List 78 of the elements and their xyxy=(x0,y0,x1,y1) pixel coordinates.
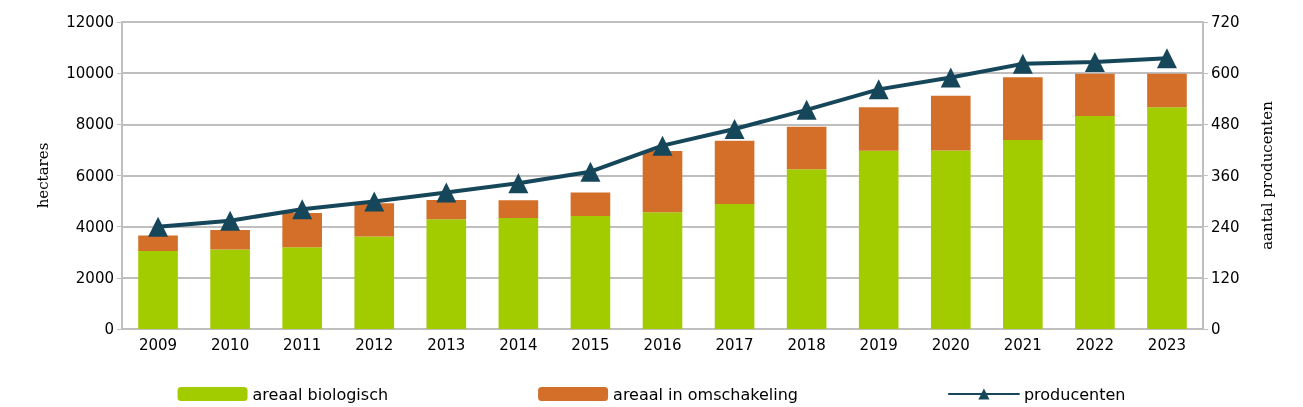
x-tick-label: 2015 xyxy=(571,335,610,354)
y-tick-label: 6000 xyxy=(75,166,114,185)
bar xyxy=(1075,115,1115,329)
bar xyxy=(570,192,611,216)
bar xyxy=(786,169,827,329)
bar xyxy=(1075,73,1115,116)
x-tick-label: 2012 xyxy=(355,335,394,354)
y2-tick-label: 240 xyxy=(1211,217,1240,236)
x-tick-label: 2018 xyxy=(787,335,826,354)
y2-tick-label: 600 xyxy=(1211,64,1240,83)
y-axis-title: hectares xyxy=(33,142,52,209)
legend-label: areaal biologisch xyxy=(252,384,389,404)
y2-axis-title: aantal producenten xyxy=(1257,100,1276,250)
bar xyxy=(642,150,683,213)
bar xyxy=(354,236,395,329)
bar xyxy=(858,107,899,151)
y-tick-label: 12000 xyxy=(66,13,114,31)
bar xyxy=(282,247,322,329)
y2-tick-label: 0 xyxy=(1211,320,1221,338)
point xyxy=(436,182,457,203)
y-tick-label: 2000 xyxy=(75,268,114,287)
x-tick-label: 2023 xyxy=(1147,335,1187,354)
x-tick-label: 2019 xyxy=(859,335,898,354)
point xyxy=(220,210,241,231)
x-tick-label: 2011 xyxy=(283,335,322,354)
legend-label: producenten xyxy=(1023,384,1126,404)
point xyxy=(1156,48,1177,69)
point xyxy=(796,99,817,120)
y2-tick-label: 480 xyxy=(1211,115,1240,134)
bar xyxy=(138,250,178,329)
x-tick-label: 2013 xyxy=(427,335,466,354)
point xyxy=(724,119,745,140)
x-tick-label: 2014 xyxy=(499,335,538,354)
bar xyxy=(1003,139,1043,329)
point xyxy=(292,199,313,220)
point xyxy=(940,67,961,88)
bar xyxy=(210,249,250,329)
x-tick-label: 2009 xyxy=(138,335,178,354)
point xyxy=(580,161,601,182)
point xyxy=(364,191,385,212)
x-tick-label: 2020 xyxy=(931,335,970,354)
legend-label: areaal in omschakeling xyxy=(613,384,798,404)
bar xyxy=(930,150,971,329)
y2-tick-label: 720 xyxy=(1211,13,1240,31)
bar xyxy=(498,200,539,218)
point xyxy=(868,79,889,100)
y-tick-label: 10000 xyxy=(66,64,114,83)
bar xyxy=(282,213,322,248)
bar xyxy=(570,215,611,329)
y-tick-label: 8000 xyxy=(75,115,114,134)
bar xyxy=(714,140,755,204)
bar xyxy=(498,217,539,329)
point xyxy=(508,173,529,194)
bar xyxy=(930,95,971,151)
bar xyxy=(210,229,250,250)
bar xyxy=(426,219,467,329)
y-tick-label: 0 xyxy=(104,320,114,338)
bar xyxy=(642,212,683,329)
x-tick-label: 2021 xyxy=(1003,335,1042,354)
point xyxy=(1084,52,1105,73)
bar xyxy=(1003,77,1043,140)
bar xyxy=(786,126,827,170)
x-tick-label: 2016 xyxy=(643,335,682,354)
point xyxy=(148,216,169,237)
y2-tick-label: 120 xyxy=(1211,268,1240,287)
bar xyxy=(138,235,178,251)
x-tick-label: 2022 xyxy=(1075,335,1114,354)
y-tick-label: 4000 xyxy=(75,217,114,236)
x-tick-label: 2010 xyxy=(211,335,250,354)
x-tick-label: 2017 xyxy=(715,335,754,354)
bar xyxy=(1147,73,1187,108)
bar xyxy=(426,200,467,220)
point xyxy=(1012,53,1033,74)
bar xyxy=(858,150,899,329)
point xyxy=(652,135,673,156)
y2-tick-label: 360 xyxy=(1211,166,1240,185)
bar xyxy=(1147,107,1187,329)
bar xyxy=(714,203,755,329)
